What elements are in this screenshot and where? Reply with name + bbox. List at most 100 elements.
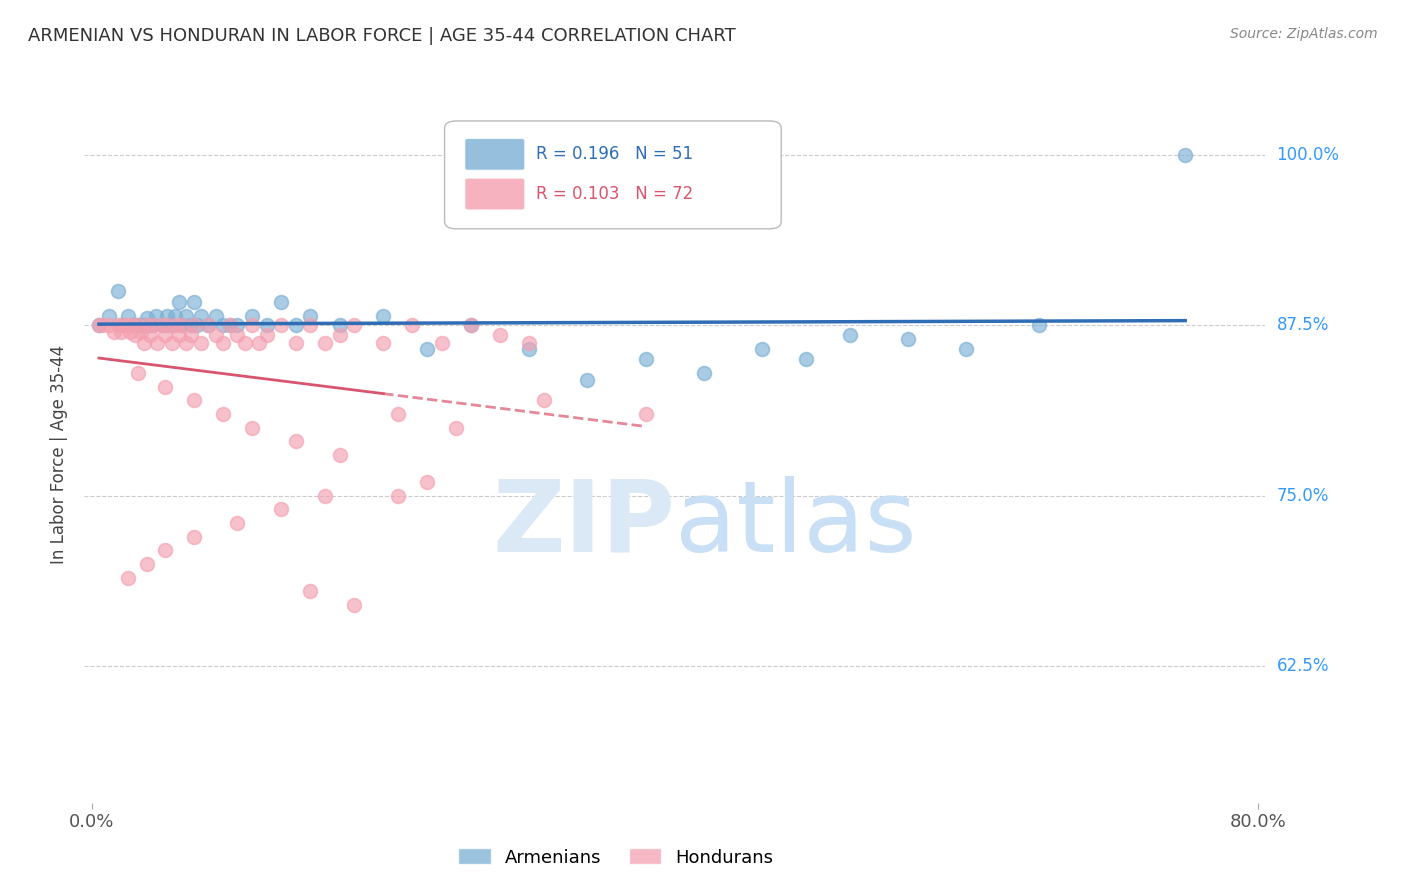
- Point: [136, 311, 159, 326]
- Point: [299, 309, 322, 323]
- Text: ARMENIAN VS HONDURAN IN LABOR FORCE | AGE 35-44 CORRELATION CHART: ARMENIAN VS HONDURAN IN LABOR FORCE | AG…: [28, 27, 735, 45]
- Point: [165, 318, 187, 333]
- Text: 100.0%: 100.0%: [1277, 145, 1340, 164]
- Point: [167, 327, 190, 342]
- Point: [134, 318, 156, 333]
- Point: [576, 373, 599, 387]
- Point: [247, 336, 270, 351]
- Point: [98, 318, 121, 333]
- Point: [121, 318, 143, 333]
- Point: [153, 327, 176, 342]
- Point: [387, 489, 409, 503]
- Point: [460, 318, 482, 333]
- Point: [136, 318, 159, 333]
- Point: [180, 318, 202, 333]
- Point: [460, 318, 482, 333]
- Point: [693, 366, 716, 380]
- Point: [111, 318, 134, 333]
- Point: [444, 420, 467, 434]
- Point: [134, 336, 156, 351]
- Point: [270, 295, 292, 310]
- Point: [186, 318, 208, 333]
- Point: [103, 325, 125, 339]
- Point: [170, 318, 193, 333]
- Text: atlas: atlas: [675, 476, 917, 573]
- Point: [219, 318, 242, 333]
- Point: [634, 407, 657, 421]
- Point: [240, 420, 263, 434]
- Point: [204, 309, 226, 323]
- Point: [139, 318, 162, 333]
- FancyBboxPatch shape: [444, 121, 782, 229]
- Point: [153, 380, 176, 394]
- Point: [517, 336, 540, 351]
- Point: [127, 318, 149, 333]
- Point: [1174, 148, 1197, 162]
- Text: Source: ZipAtlas.com: Source: ZipAtlas.com: [1230, 27, 1378, 41]
- Point: [160, 336, 183, 351]
- Point: [112, 318, 135, 333]
- Point: [226, 318, 249, 333]
- Legend: Armenians, Hondurans: Armenians, Hondurans: [451, 841, 780, 874]
- Point: [204, 327, 226, 342]
- Point: [167, 295, 190, 310]
- Y-axis label: In Labor Force | Age 35-44: In Labor Force | Age 35-44: [51, 345, 69, 565]
- Point: [190, 336, 212, 351]
- Point: [163, 309, 186, 323]
- Point: [226, 516, 249, 530]
- Point: [314, 489, 336, 503]
- Point: [299, 584, 322, 599]
- Point: [284, 434, 307, 449]
- Point: [212, 336, 235, 351]
- Point: [751, 342, 773, 356]
- Point: [416, 342, 439, 356]
- Point: [117, 309, 139, 323]
- Point: [489, 327, 512, 342]
- Point: [284, 318, 307, 333]
- Point: [373, 336, 395, 351]
- Point: [136, 557, 159, 571]
- Point: [794, 352, 817, 367]
- Point: [256, 327, 278, 342]
- Text: 62.5%: 62.5%: [1277, 657, 1329, 675]
- Point: [180, 327, 202, 342]
- Point: [107, 284, 129, 298]
- Point: [160, 318, 183, 333]
- Point: [139, 327, 162, 342]
- Point: [117, 571, 139, 585]
- Text: 75.0%: 75.0%: [1277, 487, 1329, 505]
- Point: [328, 318, 350, 333]
- Point: [838, 327, 860, 342]
- Point: [212, 318, 235, 333]
- Point: [121, 318, 143, 333]
- Point: [343, 598, 366, 612]
- Point: [183, 318, 205, 333]
- Point: [87, 318, 110, 333]
- Point: [146, 336, 169, 351]
- Point: [284, 336, 307, 351]
- Point: [955, 342, 977, 356]
- Point: [533, 393, 555, 408]
- Point: [110, 325, 132, 339]
- Point: [183, 530, 205, 544]
- Point: [270, 502, 292, 516]
- Point: [240, 309, 263, 323]
- Point: [1028, 318, 1050, 333]
- Point: [176, 309, 198, 323]
- Text: R = 0.103   N = 72: R = 0.103 N = 72: [536, 185, 693, 203]
- Point: [299, 318, 322, 333]
- Point: [256, 318, 278, 333]
- Point: [156, 309, 179, 323]
- Point: [156, 318, 179, 333]
- Point: [142, 318, 165, 333]
- Text: ZIP: ZIP: [492, 476, 675, 573]
- FancyBboxPatch shape: [464, 138, 524, 170]
- Point: [387, 407, 409, 421]
- Point: [107, 318, 129, 333]
- Point: [328, 327, 350, 342]
- Point: [416, 475, 439, 490]
- Point: [150, 318, 173, 333]
- Point: [270, 318, 292, 333]
- Point: [127, 366, 149, 380]
- Point: [145, 309, 167, 323]
